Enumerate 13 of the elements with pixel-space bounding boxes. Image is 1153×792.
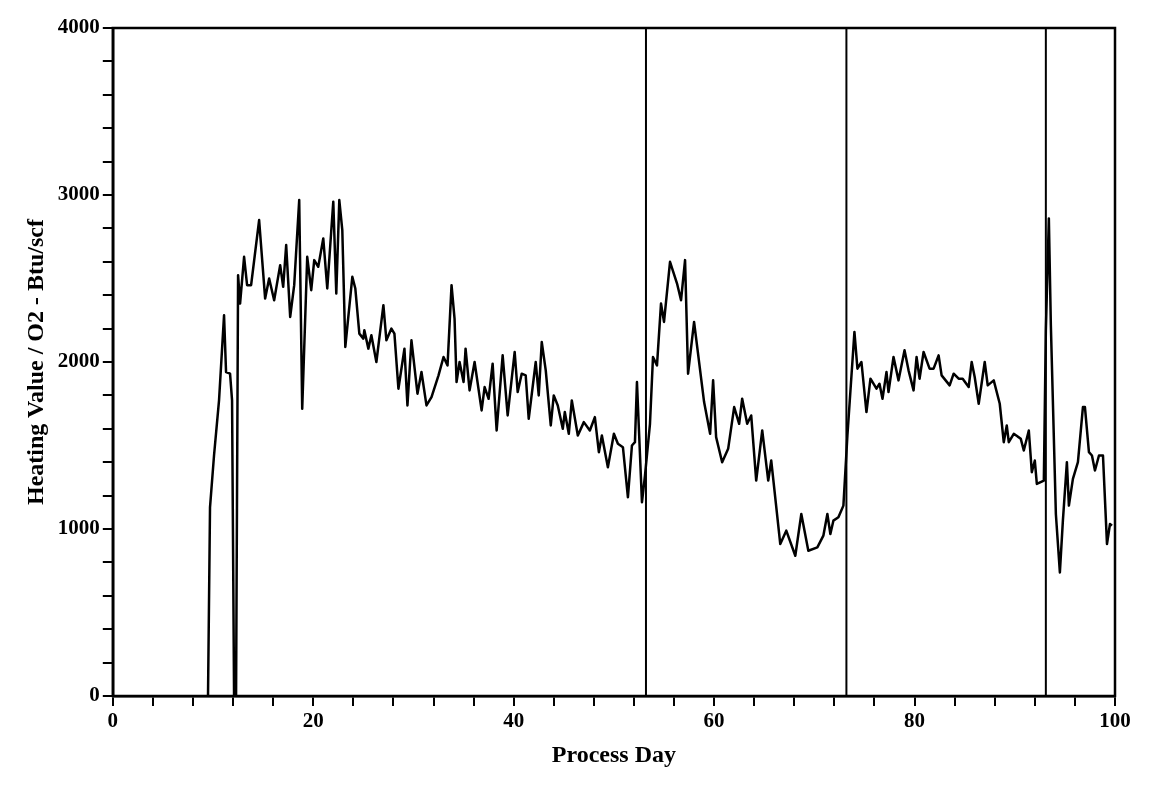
y-axis-title: Heating Value / O2 - Btu/scf xyxy=(21,217,48,506)
x-tick-label: 0 xyxy=(107,708,119,733)
x-tick-label: 60 xyxy=(703,708,725,733)
y-tick-label: 2000 xyxy=(57,348,100,373)
y-tick-label: 0 xyxy=(89,682,100,707)
x-tick-label: 20 xyxy=(302,708,324,733)
y-tick-label: 1000 xyxy=(57,515,100,540)
x-axis-title: Process Day xyxy=(551,740,676,767)
x-tick-label: 80 xyxy=(904,708,926,733)
x-tick-label: 40 xyxy=(503,708,525,733)
y-tick-label: 3000 xyxy=(57,181,100,206)
x-tick-label: 100 xyxy=(1099,708,1131,733)
y-tick-label: 4000 xyxy=(57,14,100,39)
